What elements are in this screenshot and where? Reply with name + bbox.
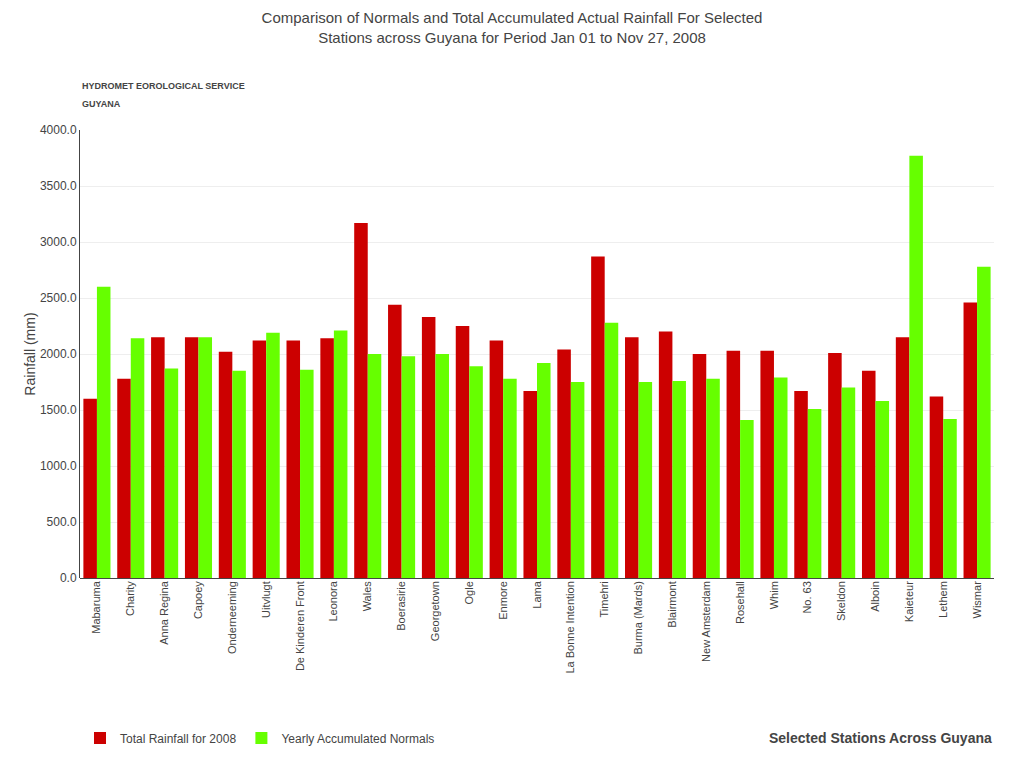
svg-text:No. 63: No. 63 [801, 581, 813, 613]
svg-text:Timehri: Timehri [598, 581, 610, 617]
svg-text:0.0: 0.0 [60, 571, 77, 585]
svg-text:Capoey: Capoey [192, 581, 204, 619]
svg-text:Kaieteur: Kaieteur [903, 581, 915, 622]
svg-text:Boerasirie: Boerasirie [395, 581, 407, 631]
svg-text:Alboin: Alboin [869, 581, 881, 612]
svg-text:3000.0: 3000.0 [40, 235, 77, 249]
svg-text:Whim: Whim [768, 581, 780, 609]
svg-text:Onderneeming: Onderneeming [226, 581, 238, 654]
svg-text:Charity: Charity [124, 581, 136, 616]
svg-text:La Bonne Intention: La Bonne Intention [564, 581, 576, 673]
svg-text:Enmore: Enmore [497, 581, 509, 620]
svg-text:Wismar: Wismar [971, 581, 983, 619]
svg-text:Selected Stations Across Guyan: Selected Stations Across Guyana [769, 730, 992, 746]
svg-text:Georgetown: Georgetown [429, 581, 441, 641]
svg-text:Rainfall (mm): Rainfall (mm) [22, 312, 38, 395]
svg-text:Lama: Lama [531, 580, 543, 608]
svg-text:Leonora: Leonora [327, 580, 339, 621]
svg-text:Yearly Accumulated Normals: Yearly Accumulated Normals [281, 732, 434, 746]
svg-text:Total Rainfall for 2008: Total Rainfall for 2008 [120, 732, 236, 746]
svg-text:New Amsterdam: New Amsterdam [700, 581, 712, 662]
svg-text:Skeldon: Skeldon [835, 581, 847, 621]
svg-text:De Kinderen Front: De Kinderen Front [294, 581, 306, 671]
svg-text:Comparison of Normals and Tota: Comparison of Normals and Total Accumula… [262, 9, 763, 46]
svg-text:2000.0: 2000.0 [40, 347, 77, 361]
svg-text:1000.0: 1000.0 [40, 459, 77, 473]
svg-text:Burma (Mards): Burma (Mards) [632, 581, 644, 654]
svg-text:2500.0: 2500.0 [40, 291, 77, 305]
svg-text:GUYANA: GUYANA [82, 99, 121, 109]
svg-text:Lethem: Lethem [937, 581, 949, 618]
svg-text:Wales: Wales [361, 581, 373, 612]
svg-text:Anna Regina: Anna Regina [158, 580, 170, 644]
svg-text:HYDROMET EOROLOGICAL SERVICE: HYDROMET EOROLOGICAL SERVICE [82, 81, 245, 91]
svg-text:Ogle: Ogle [463, 581, 475, 604]
svg-text:3500.0: 3500.0 [40, 179, 77, 193]
svg-text:Blairmont: Blairmont [666, 581, 678, 627]
svg-text:1500.0: 1500.0 [40, 403, 77, 417]
svg-text:Mabaruma: Mabaruma [91, 580, 103, 633]
svg-text:Rosehall: Rosehall [734, 581, 746, 624]
svg-text:4000.0: 4000.0 [40, 123, 77, 137]
svg-text:Uitvlugt: Uitvlugt [260, 581, 272, 618]
svg-text:500.0: 500.0 [47, 515, 77, 529]
